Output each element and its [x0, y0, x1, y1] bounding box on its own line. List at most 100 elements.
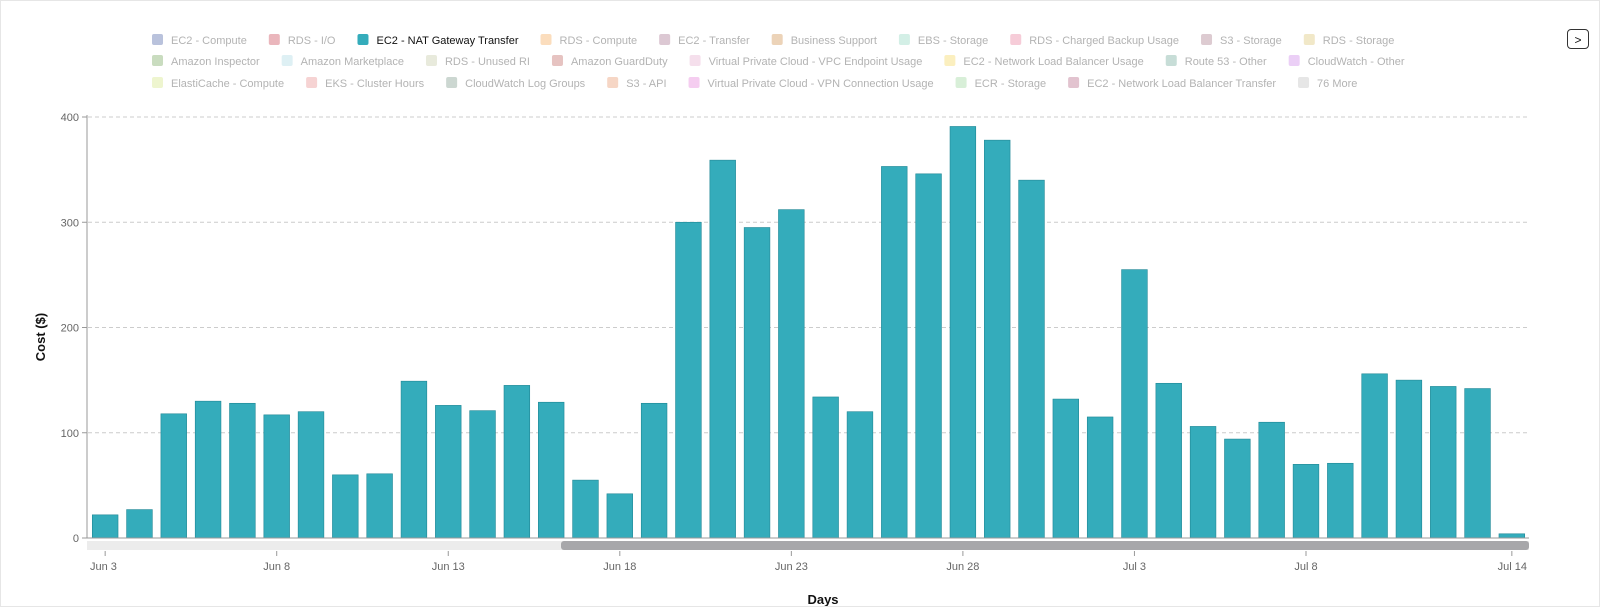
- legend-item[interactable]: EC2 - Network Load Balancer Transfer: [1068, 77, 1276, 90]
- legend-swatch: [306, 77, 318, 88]
- bar[interactable]: [1224, 438, 1251, 539]
- bar[interactable]: [1086, 416, 1114, 539]
- legend-label: EC2 - Transfer: [678, 35, 750, 47]
- legend-item[interactable]: EC2 - Network Load Balancer Usage: [944, 55, 1144, 68]
- legend-item[interactable]: RDS - Storage: [1303, 34, 1395, 47]
- y-tick-label: 200: [61, 323, 79, 335]
- legend-item[interactable]: EC2 - Transfer: [659, 34, 750, 47]
- legend-swatch: [425, 55, 437, 66]
- bar[interactable]: [91, 514, 119, 539]
- legend-item[interactable]: 76 More: [1298, 77, 1357, 90]
- legend-swatch: [1303, 34, 1315, 45]
- legend-swatch: [551, 55, 563, 66]
- bar[interactable]: [538, 401, 565, 539]
- x-tick-label: Jun 18: [603, 561, 636, 573]
- bar[interactable]: [1327, 462, 1354, 539]
- bar[interactable]: [297, 411, 325, 539]
- bar[interactable]: [640, 402, 668, 539]
- legend-item[interactable]: CloudWatch Log Groups: [446, 77, 586, 90]
- bar[interactable]: [812, 396, 839, 539]
- legend-label: EC2 - Network Load Balancer Transfer: [1087, 78, 1276, 90]
- legend-next-page-button[interactable]: >: [1567, 29, 1589, 49]
- bar[interactable]: [606, 493, 633, 539]
- bar[interactable]: [1155, 382, 1182, 539]
- legend-label: S3 - Storage: [1220, 35, 1282, 47]
- bars: [91, 126, 1526, 539]
- legend-item[interactable]: RDS - Compute: [540, 34, 638, 47]
- legend-label: S3 - API: [626, 78, 666, 90]
- legend-swatch: [688, 77, 700, 88]
- bar[interactable]: [675, 221, 702, 539]
- bar[interactable]: [949, 126, 977, 539]
- legend-swatch: [152, 55, 163, 66]
- legend-label: Amazon GuardDuty: [571, 56, 668, 68]
- bar[interactable]: [332, 474, 359, 539]
- bar[interactable]: [1258, 421, 1285, 539]
- legend-item[interactable]: EKS - Cluster Hours: [306, 77, 425, 90]
- bar[interactable]: [743, 227, 771, 539]
- bar[interactable]: [846, 411, 874, 539]
- legend-swatch: [152, 77, 163, 88]
- y-tick-label: 0: [73, 533, 79, 545]
- legend-swatch: [955, 77, 967, 88]
- bar[interactable]: [435, 405, 462, 539]
- axes: Jun 3 Jun 8 Jun 13 Jun 18 Jun 23 Jun 28 Jul 3 J…: [86, 115, 1529, 573]
- legend-item[interactable]: Business Support: [771, 34, 877, 47]
- y-tick-label: 100: [61, 428, 79, 440]
- bar[interactable]: [1052, 398, 1079, 539]
- legend-label: EC2 - NAT Gateway Transfer: [376, 35, 518, 47]
- scroll-handle[interactable]: [561, 541, 1529, 550]
- bar[interactable]: [881, 166, 908, 539]
- bar[interactable]: [469, 410, 496, 539]
- bar[interactable]: [572, 479, 599, 539]
- legend-item[interactable]: Amazon Inspector: [152, 55, 260, 68]
- bar[interactable]: [194, 400, 222, 539]
- bar[interactable]: [1395, 379, 1423, 539]
- legend-label: 76 More: [1317, 78, 1357, 90]
- bar[interactable]: [778, 209, 805, 539]
- bar[interactable]: [160, 413, 187, 539]
- bar[interactable]: [229, 402, 256, 539]
- legend-item[interactable]: EBS - Storage: [898, 34, 988, 47]
- y-axis-label: Cost ($): [33, 313, 48, 361]
- bar[interactable]: [1018, 179, 1045, 539]
- bar[interactable]: [915, 173, 942, 539]
- legend-item[interactable]: ECR - Storage: [955, 77, 1047, 90]
- legend-swatch: [1201, 34, 1213, 45]
- legend-item[interactable]: Amazon Marketplace: [281, 55, 404, 68]
- legend-item[interactable]: RDS - I/O: [268, 34, 336, 47]
- bar[interactable]: [1292, 464, 1320, 539]
- legend-label: RDS - Unused RI: [445, 56, 530, 68]
- bar[interactable]: [1430, 386, 1457, 539]
- legend-swatch: [771, 34, 783, 45]
- bar[interactable]: [126, 509, 153, 539]
- x-tick-label: Jun 3: [90, 561, 117, 573]
- legend-item[interactable]: EC2 - NAT Gateway Transfer: [357, 34, 519, 47]
- legend-item[interactable]: Route 53 - Other: [1165, 55, 1267, 68]
- legend-item[interactable]: Amazon GuardDuty: [551, 55, 668, 68]
- legend-item[interactable]: RDS - Charged Backup Usage: [1010, 34, 1179, 47]
- legend-item[interactable]: CloudWatch - Other: [1288, 55, 1405, 68]
- legend-item[interactable]: S3 - API: [607, 77, 667, 90]
- legend-item[interactable]: RDS - Unused RI: [425, 55, 530, 68]
- bar[interactable]: [709, 159, 736, 539]
- legend-item[interactable]: Virtual Private Cloud - VPN Connection U…: [688, 77, 934, 90]
- bar[interactable]: [1361, 373, 1388, 539]
- bar[interactable]: [1189, 426, 1217, 539]
- bar[interactable]: [366, 473, 393, 539]
- bar[interactable]: [984, 139, 1011, 539]
- bar[interactable]: [1121, 269, 1148, 539]
- bar[interactable]: [503, 385, 531, 539]
- legend-item[interactable]: S3 - Storage: [1201, 34, 1282, 47]
- legend-item[interactable]: Virtual Private Cloud - VPC Endpoint Usa…: [689, 55, 923, 68]
- legend-item[interactable]: ElastiCache - Compute: [152, 77, 284, 90]
- legend-label: Amazon Inspector: [171, 56, 260, 68]
- legend-item[interactable]: EC2 - Compute: [152, 34, 247, 47]
- bar[interactable]: [263, 414, 290, 539]
- bar[interactable]: [1498, 533, 1526, 539]
- bar[interactable]: [1464, 388, 1491, 539]
- bar[interactable]: [400, 380, 428, 539]
- legend-label: Business Support: [791, 35, 877, 47]
